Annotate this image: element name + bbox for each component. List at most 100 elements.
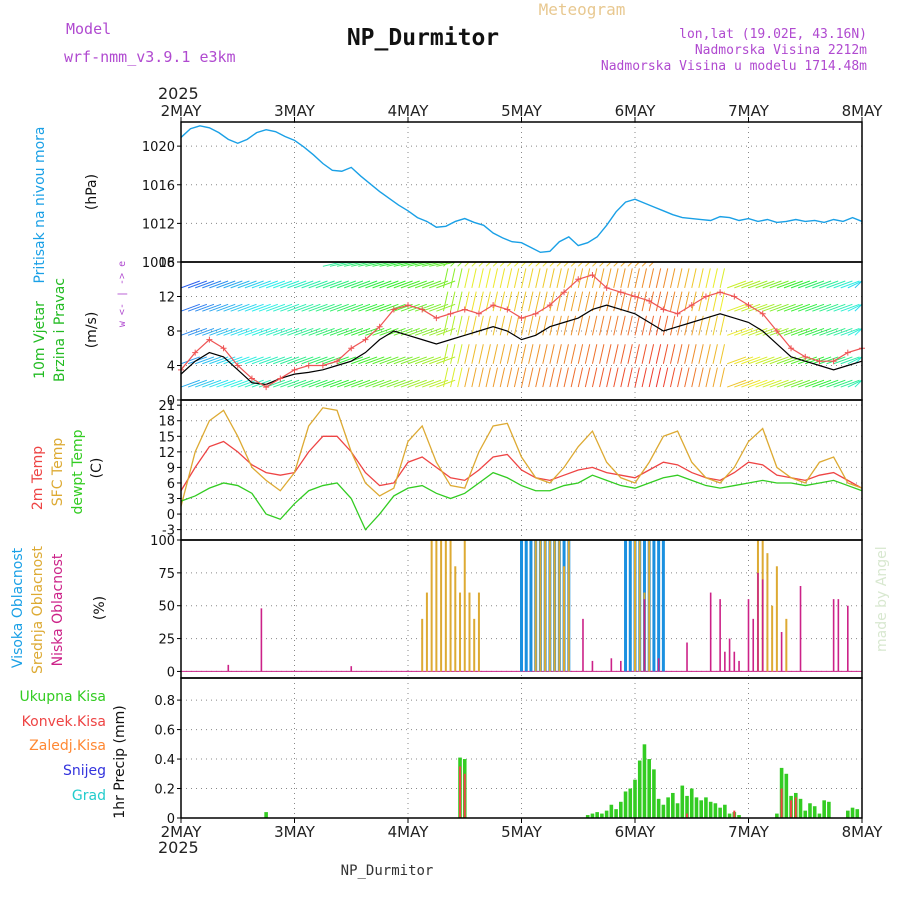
wind-barb (223, 280, 243, 289)
wind-barb (577, 291, 584, 312)
model-label: Model (66, 20, 111, 38)
wind-barb (634, 367, 640, 388)
high-cloud-bar (661, 540, 665, 672)
gust-point (575, 276, 582, 283)
wind-barb (669, 268, 676, 288)
wind-barb (223, 379, 243, 388)
wind-barb (563, 291, 569, 312)
wind-barb (833, 280, 853, 289)
wind-barb (180, 379, 200, 388)
total-precip-bar (633, 779, 637, 818)
wind-barb (549, 268, 555, 288)
wind-barb (202, 303, 222, 312)
gust-point (688, 302, 695, 309)
y-tick-label: 0 (167, 394, 175, 409)
wind-barb (414, 280, 435, 289)
y-tick-label: 4 (167, 360, 175, 375)
wind-barb (414, 356, 435, 365)
wind-barb (322, 327, 342, 336)
wind-barb (280, 280, 300, 289)
wind-barb (230, 303, 250, 312)
wind-barb (329, 379, 349, 388)
mid-cloud-bar (634, 540, 636, 672)
wind-barb (251, 303, 271, 312)
wind-barb (826, 379, 846, 388)
watermark: made by Angel (874, 546, 890, 652)
wind-barb (478, 367, 484, 388)
wind-barb (216, 303, 236, 312)
total-precip-bar (713, 803, 718, 818)
wind-barb (691, 268, 697, 288)
wind-barb (556, 344, 562, 364)
wind-barb (691, 367, 697, 388)
wind-barb (734, 379, 754, 388)
sfc-temp-line (180, 407, 863, 507)
high-cloud-bar (524, 540, 528, 672)
gust-point (319, 362, 326, 369)
wind-barb (464, 344, 470, 364)
footer-station: NP_Durmitor (341, 863, 434, 879)
wind-barb (797, 280, 818, 289)
wind-barb (308, 356, 328, 365)
wind-barb (655, 268, 662, 288)
wind-barb (265, 356, 286, 365)
gust-point (504, 306, 511, 313)
wind-barb (769, 379, 789, 388)
wind-barb (563, 315, 569, 336)
total-precip-bar (590, 813, 595, 818)
low-cloud-bar (709, 592, 712, 672)
mid-cloud-bar (449, 540, 452, 672)
wind-barb (513, 367, 520, 388)
wind-barb (783, 356, 803, 365)
wind-barb (577, 315, 584, 336)
total-precip-bar (685, 795, 689, 818)
mid-cloud-bar (468, 592, 471, 672)
wind-barb (840, 280, 860, 289)
total-precip-bar (808, 803, 812, 818)
total-precip-bar (675, 803, 680, 818)
wind-barb (719, 367, 725, 388)
wind-barb (847, 303, 863, 312)
wind-barb (684, 315, 690, 336)
wind-barb (251, 280, 271, 289)
wind-barb (287, 327, 307, 336)
wind-barb (492, 344, 498, 364)
wind-barb (273, 327, 293, 336)
wind-barb (627, 367, 633, 388)
wind-barb (265, 303, 286, 312)
y-tick-label: 12 (158, 446, 175, 461)
wind-barb (237, 280, 257, 289)
wind-barb (294, 303, 314, 312)
wind-barb (358, 327, 378, 336)
wind-barb (273, 356, 293, 365)
gust-point (632, 293, 638, 300)
high-cloud-bar (628, 540, 632, 672)
model-name: wrf-nmm_v3.9.1 e3km (64, 48, 236, 66)
mid-cloud-bar (421, 618, 424, 672)
wind-barb (237, 379, 257, 388)
high-cloud-bar (652, 540, 656, 672)
page-title: NP_Durmitor (347, 25, 499, 51)
wind-barb (790, 280, 811, 289)
low-cloud-bar (733, 651, 736, 672)
temp-label-2: SFC Temp (50, 438, 66, 507)
wind-barb (187, 303, 208, 312)
wind-barb (180, 356, 200, 365)
wind-barb (457, 291, 463, 312)
wind-barb (662, 268, 669, 288)
wind-barb (265, 379, 286, 388)
wind-barb (769, 327, 789, 336)
gust-point (490, 302, 497, 309)
wind-barb (287, 356, 307, 365)
wind-barb (727, 303, 747, 312)
wind-barb (542, 367, 548, 388)
wind-barb (669, 291, 676, 312)
wind-barb (280, 356, 300, 365)
total-precip-bar (689, 788, 694, 818)
gust-point (390, 306, 397, 313)
total-precip-bar (694, 797, 699, 818)
precip-label-total: Ukupna Kisa (19, 689, 106, 705)
low-cloud-bar (719, 599, 721, 672)
wind-barb (634, 344, 640, 364)
cloud-label-2: Srednja Oblacnost (30, 546, 46, 674)
